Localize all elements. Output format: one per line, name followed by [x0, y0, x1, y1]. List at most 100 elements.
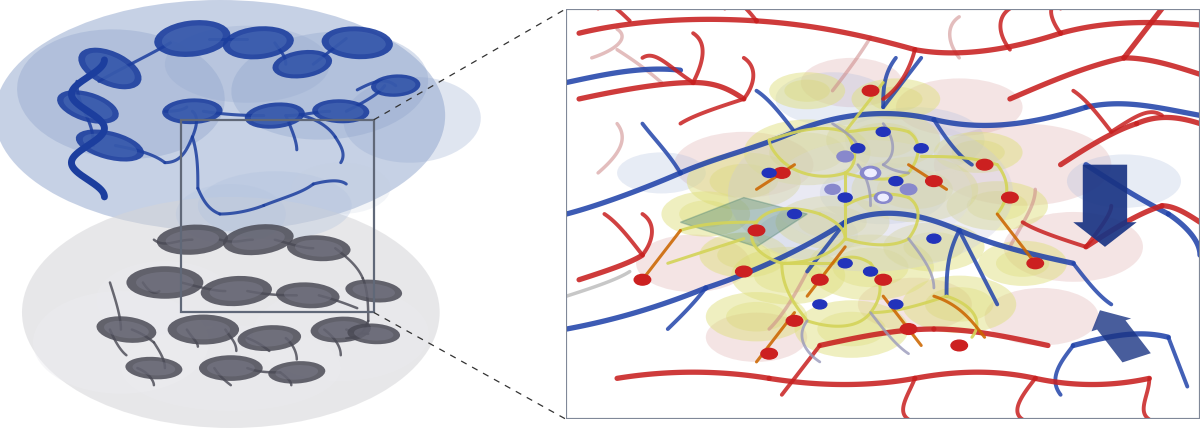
- Ellipse shape: [726, 302, 787, 332]
- Ellipse shape: [852, 157, 978, 222]
- Ellipse shape: [295, 240, 343, 257]
- Polygon shape: [680, 198, 808, 247]
- Circle shape: [786, 315, 803, 326]
- Ellipse shape: [817, 312, 886, 346]
- Circle shape: [839, 259, 852, 268]
- Circle shape: [914, 144, 928, 153]
- Ellipse shape: [64, 95, 113, 119]
- Ellipse shape: [176, 320, 230, 339]
- Ellipse shape: [744, 119, 870, 185]
- Circle shape: [864, 267, 877, 276]
- Circle shape: [787, 209, 802, 219]
- Ellipse shape: [353, 283, 395, 299]
- Ellipse shape: [168, 102, 216, 120]
- Ellipse shape: [176, 184, 286, 244]
- Ellipse shape: [287, 235, 350, 261]
- Ellipse shape: [253, 287, 428, 381]
- Ellipse shape: [785, 80, 830, 102]
- Ellipse shape: [223, 26, 294, 59]
- Ellipse shape: [312, 99, 370, 123]
- Ellipse shape: [706, 312, 808, 362]
- Ellipse shape: [775, 72, 889, 126]
- Ellipse shape: [934, 124, 1111, 206]
- Ellipse shape: [269, 361, 325, 383]
- Circle shape: [926, 234, 941, 243]
- Ellipse shape: [276, 365, 318, 380]
- Ellipse shape: [820, 163, 947, 224]
- Ellipse shape: [162, 25, 223, 52]
- Ellipse shape: [371, 74, 420, 97]
- Circle shape: [761, 348, 778, 359]
- Ellipse shape: [210, 281, 263, 301]
- Circle shape: [865, 169, 876, 177]
- Ellipse shape: [0, 0, 445, 231]
- Ellipse shape: [284, 287, 331, 304]
- Ellipse shape: [276, 282, 340, 308]
- Circle shape: [824, 184, 840, 194]
- Circle shape: [889, 177, 902, 186]
- Circle shape: [749, 225, 764, 236]
- Ellipse shape: [826, 111, 941, 169]
- Ellipse shape: [674, 132, 814, 198]
- Ellipse shape: [984, 288, 1099, 345]
- FancyArrow shape: [1092, 310, 1151, 363]
- Ellipse shape: [104, 321, 149, 338]
- Ellipse shape: [32, 291, 209, 394]
- Ellipse shape: [96, 261, 234, 338]
- Circle shape: [878, 194, 888, 201]
- Ellipse shape: [1067, 155, 1181, 208]
- Ellipse shape: [272, 50, 332, 78]
- Ellipse shape: [636, 235, 750, 292]
- Ellipse shape: [125, 357, 182, 379]
- Circle shape: [851, 144, 865, 153]
- Ellipse shape: [200, 276, 272, 306]
- Circle shape: [977, 159, 992, 170]
- Ellipse shape: [756, 210, 858, 259]
- Ellipse shape: [952, 140, 1004, 165]
- Ellipse shape: [947, 181, 1048, 230]
- Ellipse shape: [223, 224, 294, 255]
- Ellipse shape: [278, 54, 326, 74]
- Ellipse shape: [718, 241, 770, 269]
- Ellipse shape: [709, 164, 778, 199]
- Ellipse shape: [162, 98, 222, 124]
- Ellipse shape: [833, 248, 908, 287]
- Circle shape: [836, 151, 853, 162]
- Ellipse shape: [754, 259, 822, 293]
- Circle shape: [1002, 192, 1018, 203]
- Circle shape: [762, 168, 776, 178]
- Ellipse shape: [121, 325, 341, 411]
- Ellipse shape: [731, 247, 845, 304]
- Ellipse shape: [800, 58, 902, 107]
- Ellipse shape: [126, 266, 203, 299]
- Circle shape: [774, 168, 790, 178]
- Circle shape: [889, 300, 902, 309]
- Ellipse shape: [1003, 212, 1142, 282]
- Circle shape: [863, 86, 878, 96]
- Ellipse shape: [238, 325, 301, 351]
- Ellipse shape: [232, 229, 284, 250]
- Ellipse shape: [848, 123, 918, 158]
- Ellipse shape: [157, 225, 228, 255]
- Ellipse shape: [322, 27, 392, 59]
- Ellipse shape: [198, 171, 352, 240]
- Ellipse shape: [22, 197, 439, 428]
- Circle shape: [634, 274, 650, 285]
- Ellipse shape: [376, 78, 415, 93]
- Ellipse shape: [700, 232, 788, 278]
- Circle shape: [900, 184, 917, 195]
- Ellipse shape: [58, 90, 119, 124]
- Ellipse shape: [132, 361, 175, 375]
- Bar: [181, 120, 373, 312]
- Circle shape: [736, 266, 752, 277]
- Ellipse shape: [925, 287, 994, 322]
- Ellipse shape: [155, 20, 230, 57]
- Ellipse shape: [679, 200, 732, 228]
- Circle shape: [900, 324, 917, 334]
- Ellipse shape: [76, 130, 144, 161]
- Circle shape: [925, 176, 942, 187]
- Ellipse shape: [978, 241, 1067, 286]
- Circle shape: [875, 274, 892, 285]
- Ellipse shape: [808, 235, 934, 300]
- Ellipse shape: [883, 222, 984, 271]
